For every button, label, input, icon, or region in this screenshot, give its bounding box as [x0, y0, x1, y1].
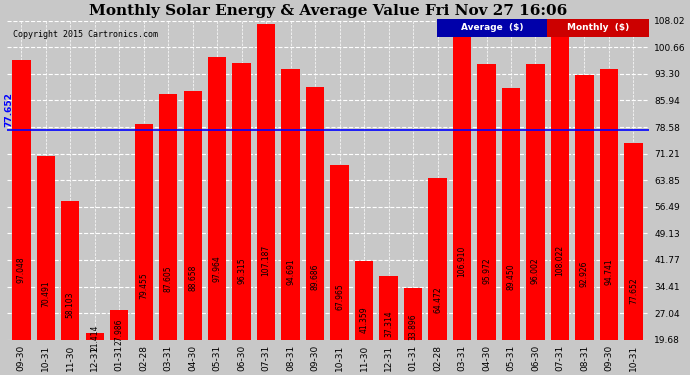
Text: 95.972: 95.972 [482, 258, 491, 284]
Bar [208, 57, 226, 340]
Bar [86, 333, 104, 340]
Text: 67.965: 67.965 [335, 283, 344, 309]
Bar [575, 75, 593, 340]
Text: 96.315: 96.315 [237, 257, 246, 284]
Text: 77.652: 77.652 [629, 277, 638, 304]
Bar [551, 21, 569, 340]
Bar [61, 201, 79, 340]
Bar [37, 156, 55, 340]
Bar [12, 60, 30, 340]
Text: 87.605: 87.605 [164, 265, 172, 292]
Text: 58.103: 58.103 [66, 292, 75, 318]
Bar [184, 91, 202, 340]
Text: 89.450: 89.450 [506, 263, 515, 290]
Bar [110, 310, 128, 340]
Bar [159, 94, 177, 340]
Text: 33.896: 33.896 [408, 314, 417, 340]
Text: 106.910: 106.910 [457, 245, 466, 277]
Bar [600, 69, 618, 340]
Text: 64.472: 64.472 [433, 286, 442, 313]
Bar [355, 261, 373, 340]
Bar [428, 178, 446, 340]
Bar [135, 124, 153, 340]
Text: Copyright 2015 Cartronics.com: Copyright 2015 Cartronics.com [13, 30, 158, 39]
Text: 21.414: 21.414 [90, 325, 99, 351]
Bar [380, 276, 397, 340]
Bar [282, 69, 300, 340]
Text: 88.658: 88.658 [188, 264, 197, 291]
Text: Average  ($): Average ($) [461, 23, 523, 32]
Bar [404, 288, 422, 340]
Bar [502, 88, 520, 340]
Bar [233, 63, 251, 340]
Bar [624, 143, 642, 340]
Text: 107.187: 107.187 [262, 245, 270, 276]
Text: 27.986: 27.986 [115, 319, 124, 345]
Text: 94.741: 94.741 [604, 259, 613, 285]
Text: Monthly  ($): Monthly ($) [566, 23, 629, 32]
Text: 97.048: 97.048 [17, 256, 26, 283]
Bar [306, 87, 324, 340]
Text: 70.491: 70.491 [41, 280, 50, 307]
Text: 89.686: 89.686 [310, 263, 319, 290]
Text: 94.691: 94.691 [286, 259, 295, 285]
Text: 41.359: 41.359 [359, 307, 368, 333]
Bar [453, 25, 471, 340]
FancyBboxPatch shape [546, 19, 649, 37]
Text: 79.455: 79.455 [139, 272, 148, 299]
Text: 77.652: 77.652 [5, 92, 14, 127]
Text: 96.002: 96.002 [531, 258, 540, 284]
FancyBboxPatch shape [437, 19, 546, 37]
Bar [477, 64, 495, 340]
Title: Monthly Solar Energy & Average Value Fri Nov 27 16:06: Monthly Solar Energy & Average Value Fri… [89, 4, 567, 18]
Bar [331, 165, 349, 340]
Bar [257, 24, 275, 340]
Text: 37.314: 37.314 [384, 310, 393, 337]
Bar [526, 64, 544, 340]
Text: 92.926: 92.926 [580, 260, 589, 287]
Text: 108.022: 108.022 [555, 244, 564, 276]
Text: 97.964: 97.964 [213, 256, 221, 282]
